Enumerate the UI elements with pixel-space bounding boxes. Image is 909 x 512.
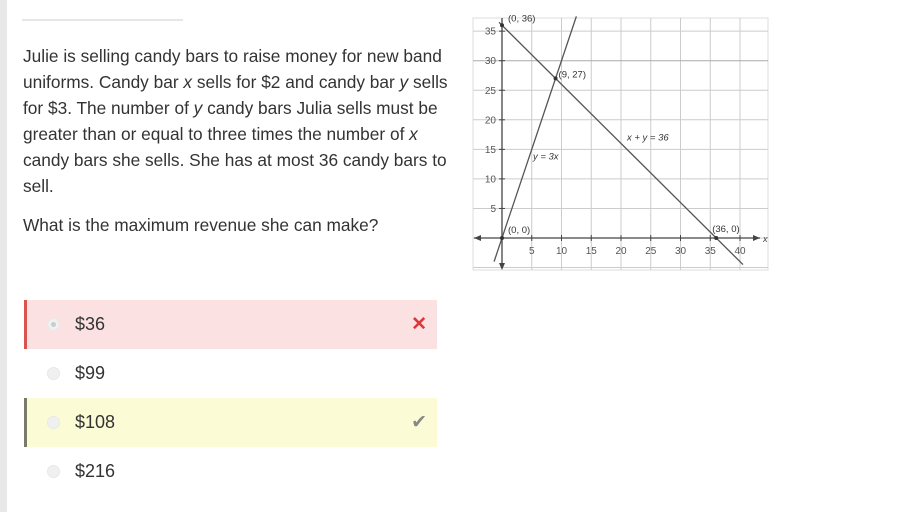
y-tick-label: 35 — [485, 27, 497, 38]
y-tick-label: 25 — [485, 86, 497, 97]
question-text: Julie is selling candy bars to raise mon… — [23, 43, 448, 251]
radio-button[interactable] — [47, 318, 60, 331]
option-label: $108 — [75, 412, 116, 432]
option-36[interactable]: $36 ✕ — [24, 300, 437, 349]
var: y — [193, 98, 203, 118]
y-tick-label: 5 — [490, 204, 496, 215]
y-tick-label: 30 — [485, 56, 497, 67]
vertex-label: (36, 0) — [712, 224, 739, 235]
constraint-line — [493, 16, 577, 262]
option-label: $36 — [75, 314, 106, 334]
constraint-line — [498, 21, 744, 266]
radio-button[interactable] — [47, 416, 60, 429]
x-tick-label: 15 — [586, 246, 598, 257]
x-tick-label: 30 — [675, 246, 687, 257]
x-tick-label: 10 — [556, 246, 568, 257]
vertex-label: (0, 36) — [508, 14, 535, 24]
inequality-graph: x 5 10 15 20 25 30 35 40 5 10 15 20 25 30 35 y = 3x x + y… — [472, 14, 769, 271]
vertex-point — [714, 236, 719, 240]
check-icon: ✔ — [411, 412, 427, 433]
option-216[interactable]: $216 — [24, 447, 437, 496]
divider — [22, 19, 183, 21]
question-paragraph: Julie is selling candy bars to raise mon… — [23, 43, 448, 199]
line-label: y = 3x — [532, 151, 560, 162]
y-tick-label: 20 — [485, 115, 497, 126]
text: sells for $3. The number of — [23, 72, 448, 118]
line-label: x + y = 36 — [626, 132, 669, 143]
x-axis-label: x — [762, 234, 768, 244]
y-axis-arrow — [499, 263, 505, 270]
var: y — [399, 72, 409, 92]
var: x — [183, 72, 193, 92]
x-tick-label: 40 — [734, 246, 746, 257]
vertex-label: (9, 27) — [559, 69, 586, 80]
left-border — [0, 0, 7, 512]
option-99[interactable]: $99 — [24, 349, 437, 398]
x-tick-label: 20 — [615, 246, 627, 257]
x-icon: ✕ — [411, 314, 427, 335]
vertex-label: (0, 0) — [508, 225, 530, 236]
answer-options: $36 ✕ $99 $108 ✔ $216 — [24, 300, 437, 496]
vertex-point — [553, 76, 558, 81]
vertex-point — [500, 236, 504, 240]
text: candy bars Julia sells must be greater t… — [23, 98, 438, 144]
y-tick-label: 15 — [485, 145, 497, 156]
option-label: $216 — [75, 461, 116, 481]
x-tick-label: 35 — [705, 246, 717, 257]
question-prompt: What is the maximum revenue she can make… — [23, 215, 379, 235]
y-tick-label: 10 — [485, 174, 497, 185]
x-tick-label: 25 — [645, 246, 657, 257]
var: x — [409, 124, 418, 144]
option-label: $99 — [75, 363, 106, 383]
vertex-point — [500, 23, 504, 28]
radio-button[interactable] — [47, 367, 60, 380]
radio-button[interactable] — [47, 465, 60, 478]
text: Julie is selling candy bars to raise mon… — [23, 46, 442, 92]
text: candy bars she sells. She has at most 36… — [23, 150, 447, 196]
x-tick-label: 5 — [529, 246, 535, 257]
option-108[interactable]: $108 ✔ — [24, 398, 437, 447]
text: sells for $2 and candy bar — [192, 72, 400, 92]
